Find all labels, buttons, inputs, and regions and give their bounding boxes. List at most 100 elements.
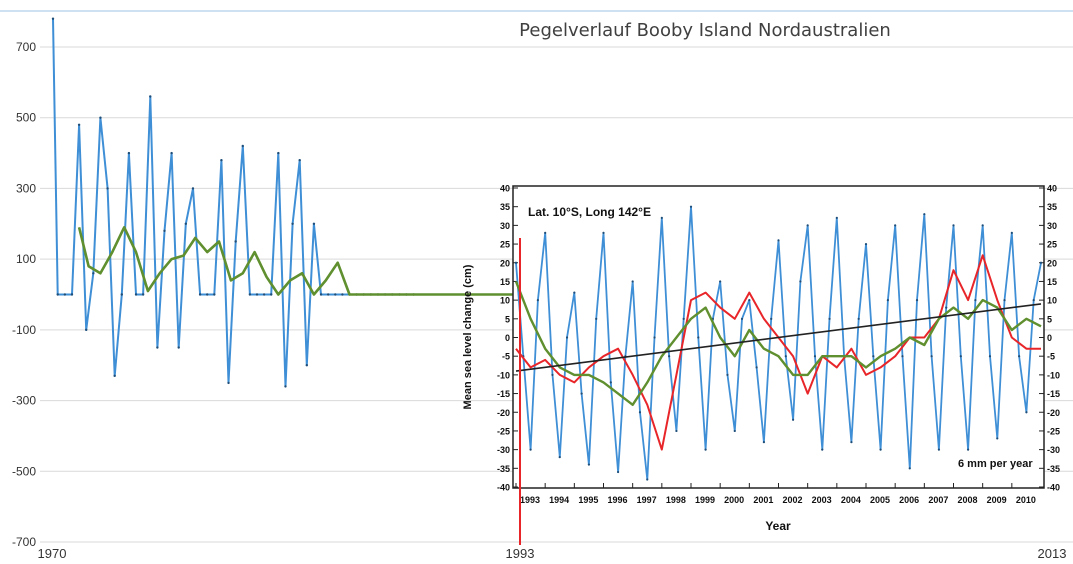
inset-series-point: [966, 448, 970, 451]
inset-x-tick-label: 2000: [724, 495, 744, 505]
inset-series-point: [784, 355, 787, 358]
inset-x-axis-label: Year: [765, 519, 791, 533]
inset-y-ticks: 40 35 30 25 20 15 10 5 0 -5 -10 -15 -20 -25 -30 -35 -40 4…: [497, 184, 1060, 493]
inset-series-point: [609, 381, 612, 384]
inset-series-point: [719, 280, 722, 283]
inset-y-tick-label-right: -30: [1047, 445, 1060, 455]
inset-x-tick-label: 1997: [637, 495, 657, 505]
main-series-point: [170, 151, 173, 155]
inset-series-group: [514, 205, 1043, 481]
main-series-point: [319, 293, 323, 296]
inset-y-tick-label: 10: [500, 296, 510, 306]
inset-y-tick-label: -35: [497, 464, 510, 474]
inset-y-tick-label-right: 20: [1047, 258, 1057, 268]
inset-y-tick-label: 15: [500, 277, 510, 287]
main-x-tick-label: 2013: [1038, 546, 1067, 561]
inset-series-point: [689, 205, 693, 208]
inset-series-point: [638, 411, 642, 414]
main-series-point: [334, 293, 337, 296]
inset-series-point: [821, 448, 824, 451]
inset-x-tick-label: 2004: [841, 495, 861, 505]
inset-x-tick-label: 2001: [753, 495, 773, 505]
inset-series-point: [770, 317, 773, 320]
inset-y-tick-label: 35: [500, 202, 510, 212]
main-series-point: [106, 187, 109, 190]
main-y-tick-label: -700: [12, 535, 36, 549]
inset-series-point: [748, 299, 751, 302]
inset-y-tick-label-right: 5: [1047, 314, 1052, 324]
inset-y-tick-label-right: 40: [1047, 184, 1057, 194]
inset-series-point: [952, 224, 955, 227]
inset-y-tick-label-right: -10: [1047, 370, 1060, 380]
main-chart-title: Pegelverlauf Booby Island Nordaustralien: [519, 20, 891, 41]
inset-series-point: [733, 429, 736, 433]
main-series-point: [312, 222, 316, 225]
main-series-point: [113, 374, 116, 378]
inset-x-ticks: 1993 1994 1995 1996 1997 1998 1999 2000 2001 2002…: [515, 483, 1036, 505]
inset-series-point: [835, 216, 838, 219]
main-series-point: [184, 222, 188, 225]
inset-series-point: [536, 299, 539, 302]
inset-series-point: [923, 213, 926, 216]
main-x-tick-label: 1970: [38, 546, 67, 561]
inset-series-point: [573, 291, 576, 294]
inset-series-point: [755, 366, 758, 369]
inset-y-tick-label-right: -25: [1047, 426, 1060, 436]
inset-y-tick-label-right: 35: [1047, 202, 1057, 212]
inset-series-point: [806, 224, 809, 227]
inset-y-tick-label: -30: [497, 445, 510, 455]
inset-series-point: [850, 441, 853, 444]
inset-series-point: [697, 336, 700, 339]
inset-series-point: [660, 216, 663, 219]
inset-series-point: [872, 355, 875, 358]
inset-y-tick-label-right: 0: [1047, 333, 1052, 343]
inset-x-tick-label: 1996: [607, 495, 627, 505]
inset-y-tick-label: 20: [500, 258, 510, 268]
inset-y-tick-label-right: 30: [1047, 221, 1057, 231]
inset-series-point: [959, 355, 962, 358]
inset-x-tick-label: 1998: [666, 495, 686, 505]
main-series-point: [70, 293, 74, 296]
inset-series-point: [799, 280, 802, 283]
inset-series-point: [602, 231, 605, 234]
inset-x-tick-label: 2005: [870, 495, 890, 505]
main-y-tick-label: 300: [16, 181, 36, 195]
main-series-point: [163, 229, 166, 233]
inset-series-point: [901, 355, 904, 358]
main-series-point: [134, 293, 138, 296]
inset-y-tick-label-right: -35: [1047, 464, 1060, 474]
main-series-point: [77, 123, 81, 126]
main-series-point: [298, 158, 301, 162]
main-series-point: [205, 293, 209, 296]
inset-series-point: [682, 317, 685, 320]
inset-y-tick-label: -10: [497, 370, 510, 380]
inset-series-point: [791, 418, 795, 421]
main-series-point: [220, 158, 223, 162]
inset-y-tick-label: 5: [505, 314, 510, 324]
inset-y-tick-label: -25: [497, 426, 510, 436]
inset-x-tick-label: 2008: [957, 495, 977, 505]
inset-y-tick-label-right: 25: [1047, 240, 1057, 250]
inset-x-tick-label: 1995: [578, 495, 598, 505]
inset-y-tick-label: 40: [500, 184, 510, 194]
inset-series-point: [813, 355, 817, 358]
inset-annotation: Lat. 10°S, Long 142°E: [528, 205, 651, 219]
main-series-group: [51, 17, 599, 388]
inset-series-point: [675, 429, 678, 433]
inset-series-point: [529, 448, 532, 451]
inset-series-point: [740, 317, 744, 320]
inset-series-point: [595, 317, 598, 320]
main-series-point: [277, 151, 280, 155]
inset-y-tick-label-right: 10: [1047, 296, 1057, 306]
inset-series-point: [894, 224, 897, 227]
main-y-tick-label: -500: [12, 464, 36, 478]
main-series-point: [284, 385, 287, 388]
main-y-tick-label: -100: [12, 323, 36, 337]
inset-series-point: [551, 373, 554, 376]
inset-y-tick-label: 30: [500, 221, 510, 231]
inset-y-tick-label: -15: [497, 389, 510, 399]
inset-series-point: [777, 239, 780, 242]
main-series-line: [52, 18, 414, 388]
inset-series-point: [857, 317, 860, 320]
